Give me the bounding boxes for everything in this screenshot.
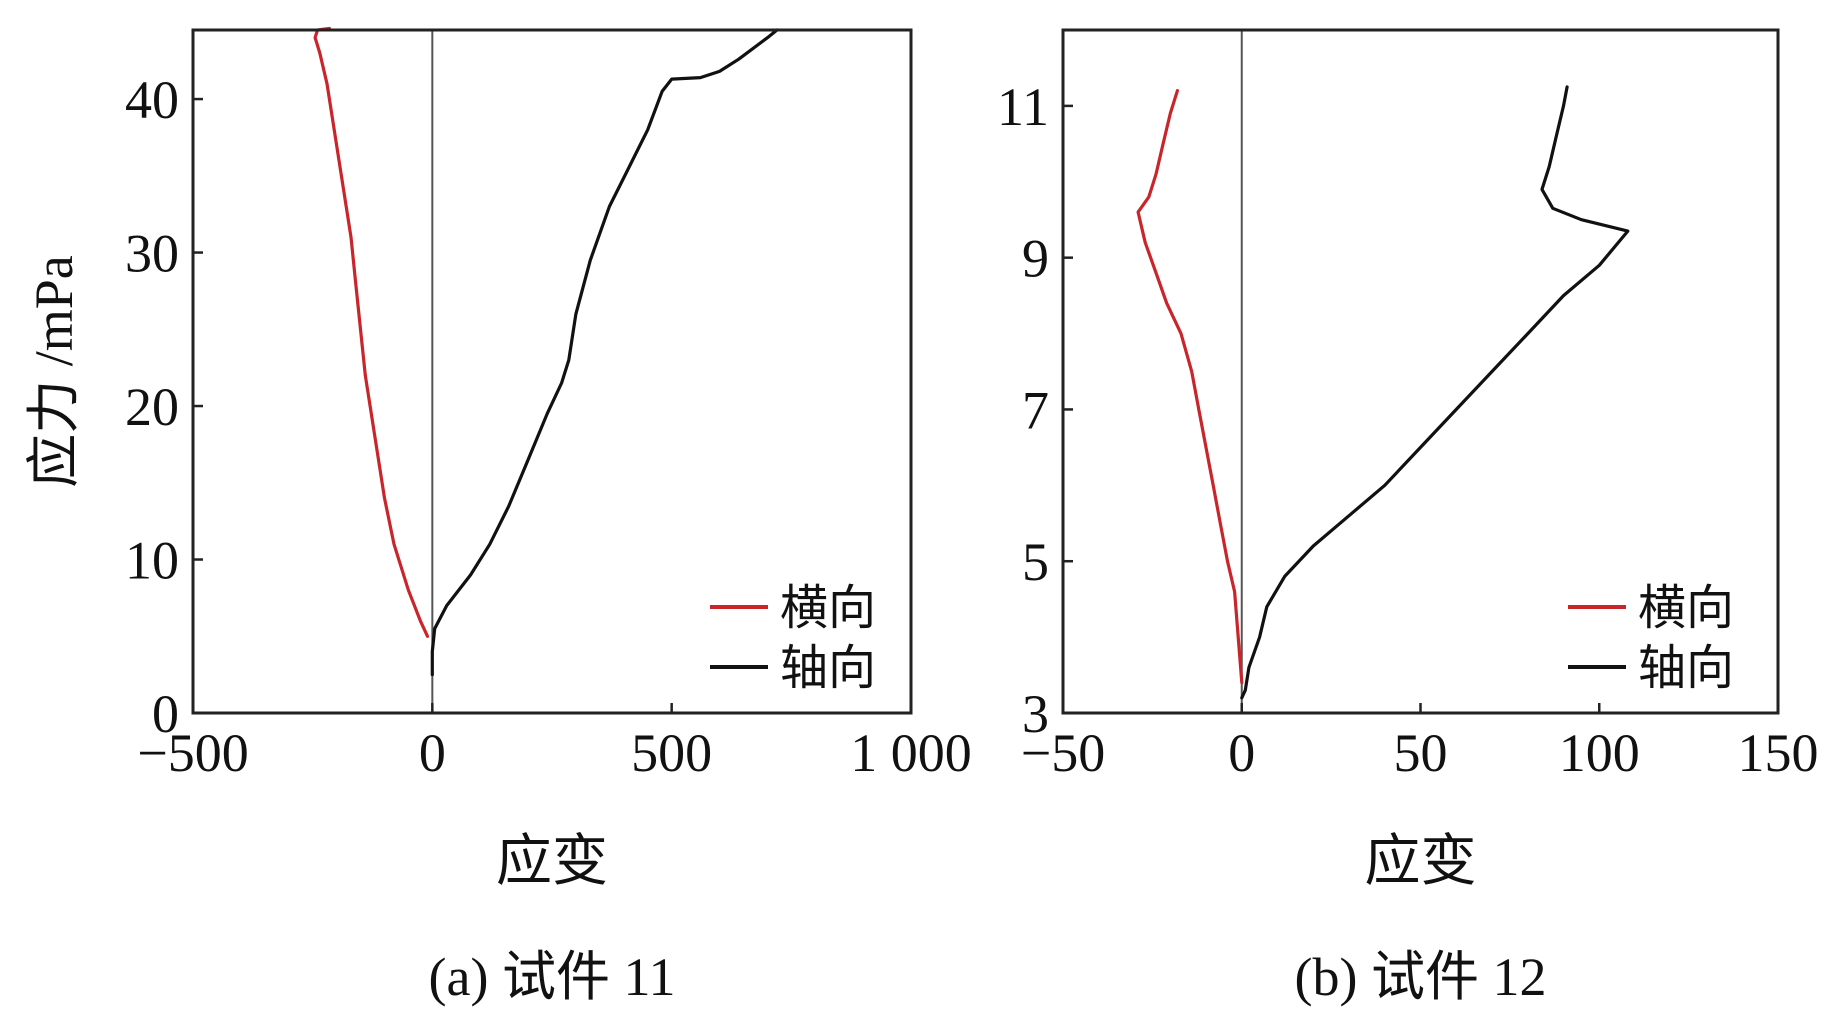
y-tick-label: 9	[1022, 229, 1049, 289]
x-tick-label: 0	[419, 723, 446, 783]
x-tick-label: 500	[631, 723, 712, 783]
y-tick-label: 10	[125, 531, 179, 591]
y-tick-label: 7	[1022, 380, 1049, 440]
x-tick-label: 0	[1228, 723, 1255, 783]
x-tick-label: −50	[1021, 723, 1105, 783]
x-tick-label: 1 000	[850, 723, 972, 783]
y-tick-label: 30	[125, 224, 179, 284]
legend-label: 横向	[1638, 582, 1734, 635]
x-axis-label: 应变	[496, 831, 608, 893]
y-axis-label: 应力 /mPa	[24, 255, 84, 488]
legend-label: 轴向	[780, 642, 876, 695]
x-tick-label: −500	[137, 723, 248, 783]
x-tick-label: 100	[1559, 723, 1640, 783]
y-tick-label: 40	[125, 70, 179, 130]
panel-caption: (a) 试件 11	[429, 947, 676, 1007]
series-line-axial	[1240, 85, 1630, 700]
y-tick-label: 0	[152, 684, 179, 744]
x-tick-label: 50	[1394, 723, 1448, 783]
plot-frame	[191, 28, 913, 715]
series-line-transverse	[313, 26, 430, 638]
y-tick-label: 3	[1022, 684, 1049, 744]
legend-label: 横向	[780, 582, 876, 635]
y-tick-label: 20	[125, 377, 179, 437]
x-axis-label: 应变	[1365, 831, 1477, 893]
legend-label: 轴向	[1638, 642, 1734, 695]
y-tick-label: 11	[997, 77, 1049, 137]
series-line-axial	[430, 28, 779, 677]
x-tick-label: 150	[1738, 723, 1819, 783]
series-line-transverse	[1136, 89, 1244, 685]
y-tick-label: 5	[1022, 532, 1049, 592]
panel-caption: (b) 试件 12	[1295, 947, 1547, 1007]
